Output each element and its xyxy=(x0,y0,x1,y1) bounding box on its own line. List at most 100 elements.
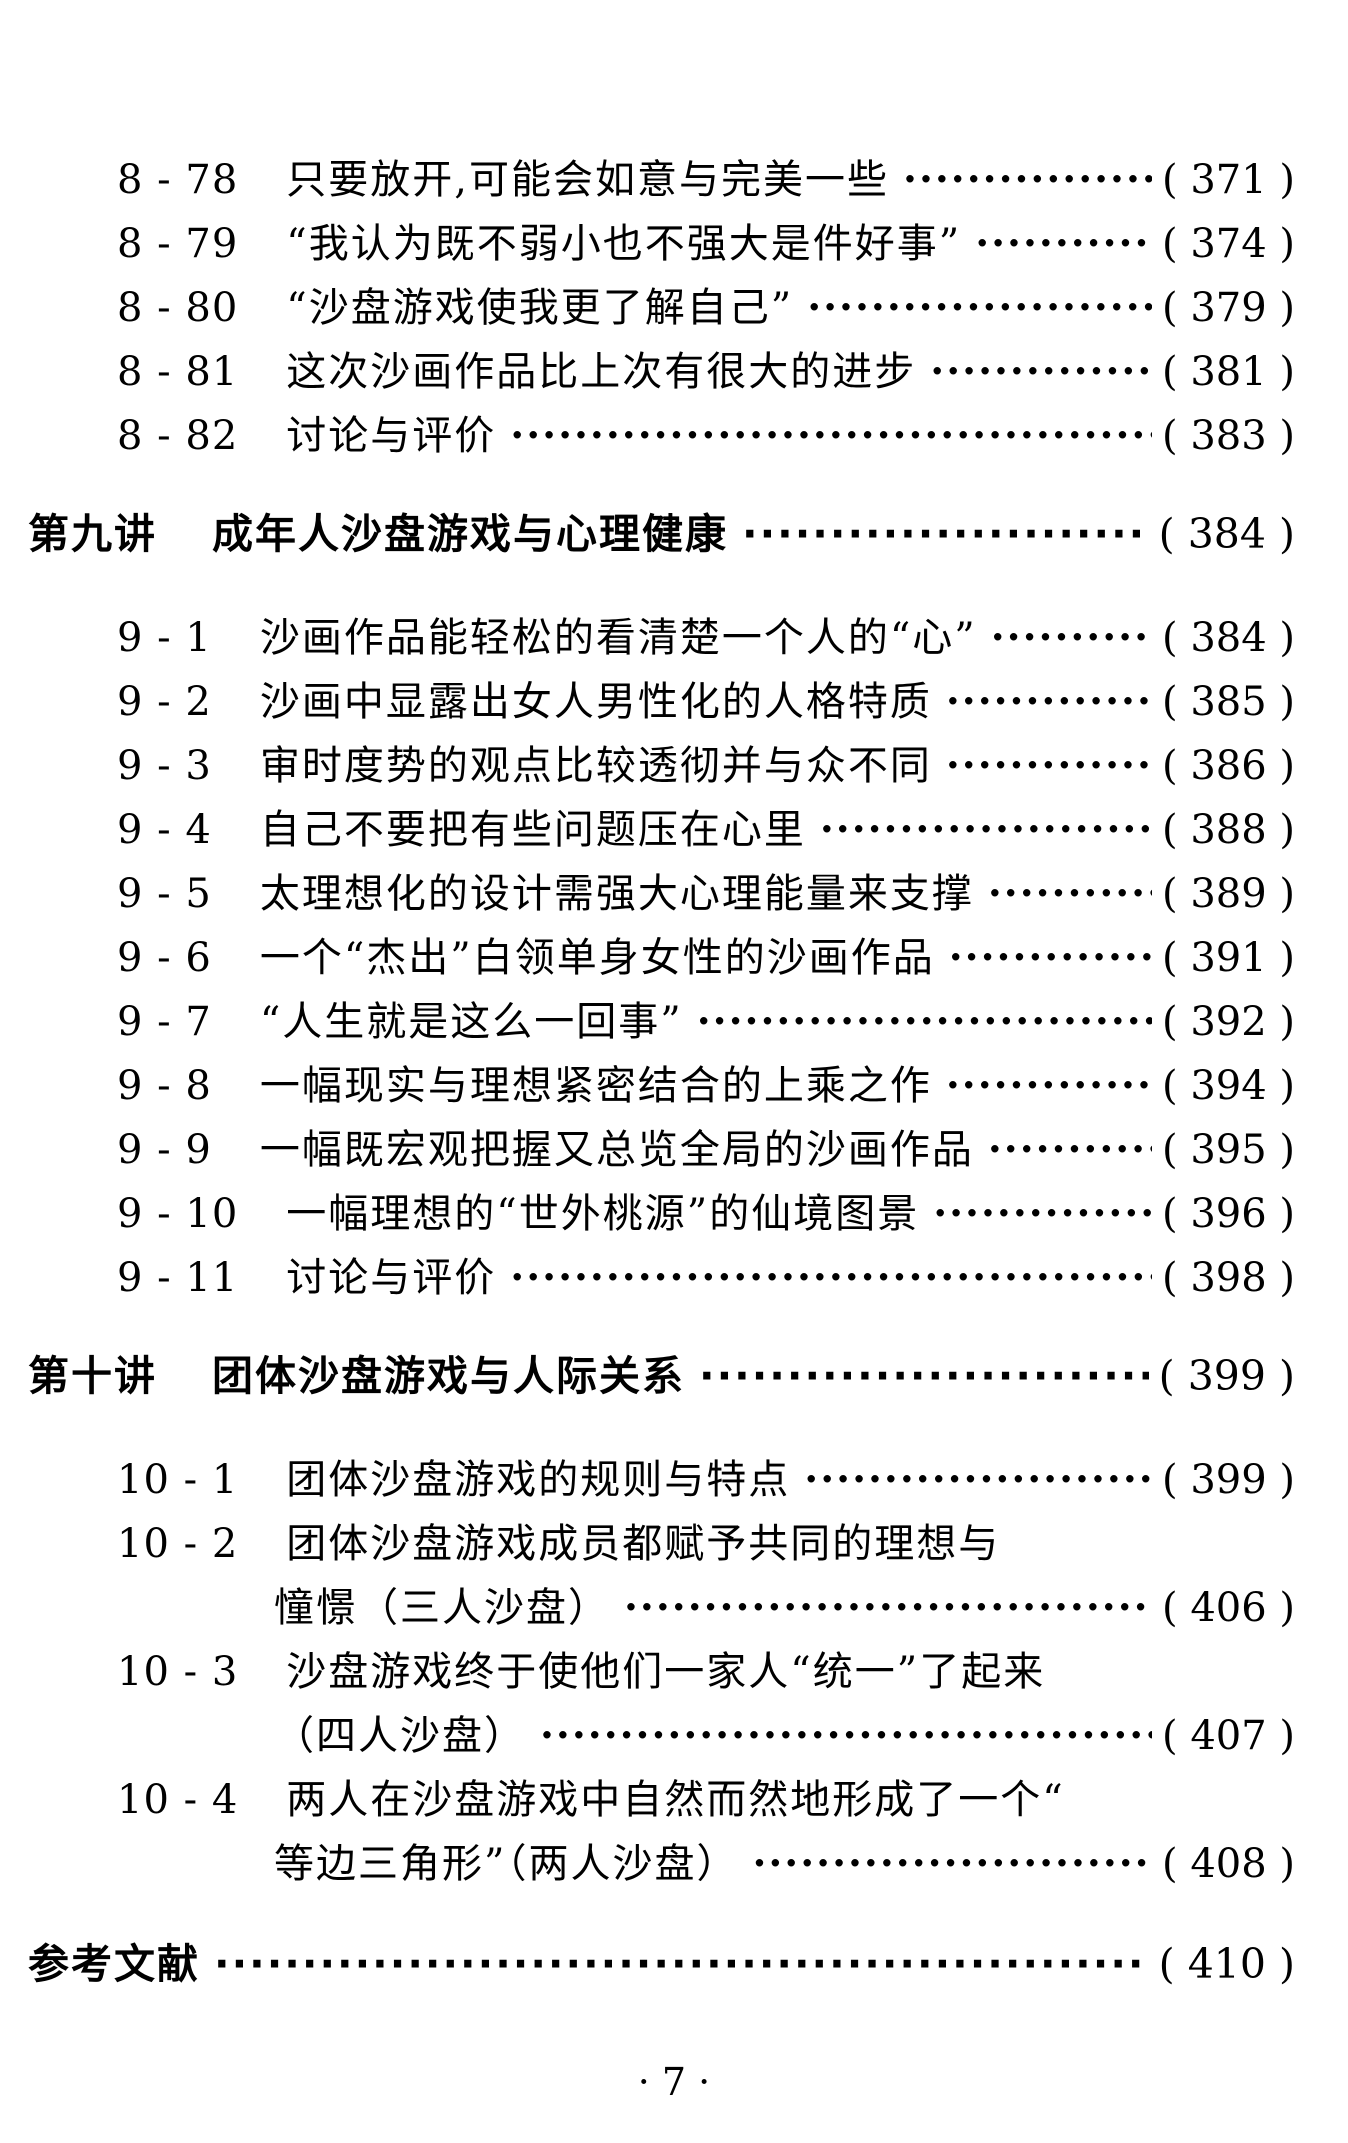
toc-entry: 9 - 8 一幅现实与理想紧密结合的上乘之作 394 xyxy=(117,1054,1295,1118)
chapter-title: 成年人沙盘游戏与心理健康 xyxy=(212,510,728,558)
dot-leader xyxy=(752,1832,1152,1896)
entry-page-number: 379 xyxy=(1162,276,1295,340)
entry-title: 沙画中显露出女人男性化的人格特质 xyxy=(259,679,932,725)
entry-title: 一幅既宏观把握又总览全局的沙画作品 xyxy=(259,1127,974,1173)
toc-entry: 9 - 5 太理想化的设计需强大心理能量来支撑 389 xyxy=(117,862,1295,926)
entry-page-number: 392 xyxy=(1162,990,1295,1054)
entry-number: 9 - 7 xyxy=(117,999,212,1045)
dot-leader xyxy=(988,1118,1152,1182)
chapter-page-number: 399 xyxy=(1159,1344,1295,1408)
entry-page-number: 386 xyxy=(1162,734,1295,798)
dot-leader xyxy=(946,734,1152,798)
entry-page-number: 408 xyxy=(1162,1832,1295,1896)
toc-entry-continuation: 等边三角形”（两人沙盘） 408 xyxy=(117,1832,1295,1896)
entry-title: “人生就是这么一回事” xyxy=(259,999,683,1045)
entry-title: 一个“杰出”白领单身女性的沙画作品 xyxy=(259,935,935,981)
toc-entry: 9 - 11 讨论与评价 398 xyxy=(117,1246,1295,1310)
entry-title: 这次沙画作品比上次有很大的进步 xyxy=(286,349,917,395)
toc-entry: 9 - 1 沙画作品能轻松的看清楚一个人的“心” 384 xyxy=(117,606,1295,670)
dot-leader xyxy=(820,798,1152,862)
dot-leader xyxy=(946,1054,1152,1118)
toc-entry-continuation: 憧憬（三人沙盘） 406 xyxy=(117,1576,1295,1640)
page-footer: 7 xyxy=(0,2050,1348,2114)
references-page-number: 410 xyxy=(1159,1932,1295,1996)
toc-entry: 9 - 7 “人生就是这么一回事” 392 xyxy=(117,990,1295,1054)
toc-chapter: 第九讲 成年人沙盘游戏与心理健康 384 xyxy=(28,502,1295,566)
references-title: 参考文献 xyxy=(28,1940,200,1988)
entry-title-line2: 等边三角形”（两人沙盘） xyxy=(274,1841,739,1887)
toc-chapter: 第十讲 团体沙盘游戏与人际关系 399 xyxy=(28,1344,1295,1408)
entry-title: “我认为既不弱小也不强大是件好事” xyxy=(286,221,962,267)
toc-entry: 10 - 1 团体沙盘游戏的规则与特点 399 xyxy=(117,1448,1295,1512)
toc-entry: 9 - 4 自己不要把有些问题压在心里 388 xyxy=(117,798,1295,862)
entry-title: 沙盘游戏终于使他们一家人“统一”了起来 xyxy=(286,1649,1046,1695)
toc-entry: 8 - 82 讨论与评价 383 xyxy=(117,404,1295,468)
dot-leader xyxy=(699,1344,1149,1408)
dot-leader xyxy=(214,1932,1149,1996)
entry-number: 10 - 4 xyxy=(117,1777,239,1823)
entry-page-number: 398 xyxy=(1162,1246,1295,1310)
entry-page-number: 406 xyxy=(1162,1576,1295,1640)
entry-title: 审时度势的观点比较透彻并与众不同 xyxy=(259,743,932,789)
chapter-label: 第九讲 xyxy=(28,510,157,558)
entry-title: 沙画作品能轻松的看清楚一个人的“心” xyxy=(259,615,977,661)
entry-number: 9 - 1 xyxy=(117,615,212,661)
entry-page-number: 385 xyxy=(1162,670,1295,734)
footer-page-number: 7 xyxy=(638,2060,711,2104)
toc-entry: 10 - 2 团体沙盘游戏成员都赋予共同的理想与 xyxy=(117,1512,1295,1576)
entry-number: 9 - 2 xyxy=(117,679,212,725)
chapter-title: 团体沙盘游戏与人际关系 xyxy=(212,1352,685,1400)
dot-leader xyxy=(742,502,1149,566)
toc-entry: 10 - 3 沙盘游戏终于使他们一家人“统一”了起来 xyxy=(117,1640,1295,1704)
entry-title-line2: （四人沙盘） xyxy=(274,1713,526,1759)
entry-number: 9 - 5 xyxy=(117,871,212,917)
dot-leader xyxy=(804,1448,1152,1512)
dot-leader xyxy=(624,1576,1152,1640)
entry-title: 一幅理想的“世外桃源”的仙境图景 xyxy=(286,1191,920,1237)
toc-entry: 9 - 10 一幅理想的“世外桃源”的仙境图景 396 xyxy=(117,1182,1295,1246)
chapter-label: 第十讲 xyxy=(28,1352,157,1400)
entry-number: 10 - 1 xyxy=(117,1457,239,1503)
entry-title: 团体沙盘游戏的规则与特点 xyxy=(286,1457,791,1503)
entry-number: 9 - 4 xyxy=(117,807,212,853)
entry-title: 太理想化的设计需强大心理能量来支撑 xyxy=(259,871,974,917)
entry-number: 10 - 2 xyxy=(117,1521,239,1567)
entry-title: 一幅现实与理想紧密结合的上乘之作 xyxy=(259,1063,932,1109)
entry-page-number: 391 xyxy=(1162,926,1295,990)
dot-leader xyxy=(903,148,1152,212)
toc-entry: 8 - 78 只要放开,可能会如意与完美一些 371 xyxy=(117,148,1295,212)
entry-title: 团体沙盘游戏成员都赋予共同的理想与 xyxy=(286,1521,1001,1567)
entry-number: 9 - 3 xyxy=(117,743,212,789)
dot-leader xyxy=(988,862,1152,926)
dot-leader xyxy=(807,276,1152,340)
dot-leader xyxy=(510,1246,1152,1310)
entry-number: 9 - 11 xyxy=(117,1255,239,1301)
entry-page-number: 381 xyxy=(1162,340,1295,404)
entry-number: 8 - 78 xyxy=(117,157,239,203)
entry-page-number: 388 xyxy=(1162,798,1295,862)
toc-entry: 9 - 6 一个“杰出”白领单身女性的沙画作品 391 xyxy=(117,926,1295,990)
toc-entry: 9 - 3 审时度势的观点比较透彻并与众不同 386 xyxy=(117,734,1295,798)
entry-title: 讨论与评价 xyxy=(286,1255,497,1301)
entry-number: 9 - 9 xyxy=(117,1127,212,1173)
entry-page-number: 384 xyxy=(1162,606,1295,670)
dot-leader xyxy=(933,1182,1152,1246)
entry-title: 只要放开,可能会如意与完美一些 xyxy=(286,157,890,203)
entry-page-number: 399 xyxy=(1162,1448,1295,1512)
entry-number: 8 - 79 xyxy=(117,221,239,267)
entry-title: 讨论与评价 xyxy=(286,413,497,459)
entry-page-number: 389 xyxy=(1162,862,1295,926)
dot-leader xyxy=(949,926,1152,990)
chapter-page-number: 384 xyxy=(1159,502,1295,566)
entry-page-number: 395 xyxy=(1162,1118,1295,1182)
entry-title-line2: 憧憬（三人沙盘） xyxy=(274,1585,610,1631)
toc-entry: 9 - 9 一幅既宏观把握又总览全局的沙画作品 395 xyxy=(117,1118,1295,1182)
entry-number: 9 - 6 xyxy=(117,935,212,981)
toc-entry: 10 - 4 两人在沙盘游戏中自然而然地形成了一个“ xyxy=(117,1768,1295,1832)
entry-page-number: 407 xyxy=(1162,1704,1295,1768)
entry-page-number: 396 xyxy=(1162,1182,1295,1246)
toc-references: 参考文献 410 xyxy=(28,1932,1295,1996)
entry-number: 9 - 8 xyxy=(117,1063,212,1109)
entry-number: 9 - 10 xyxy=(117,1191,239,1237)
